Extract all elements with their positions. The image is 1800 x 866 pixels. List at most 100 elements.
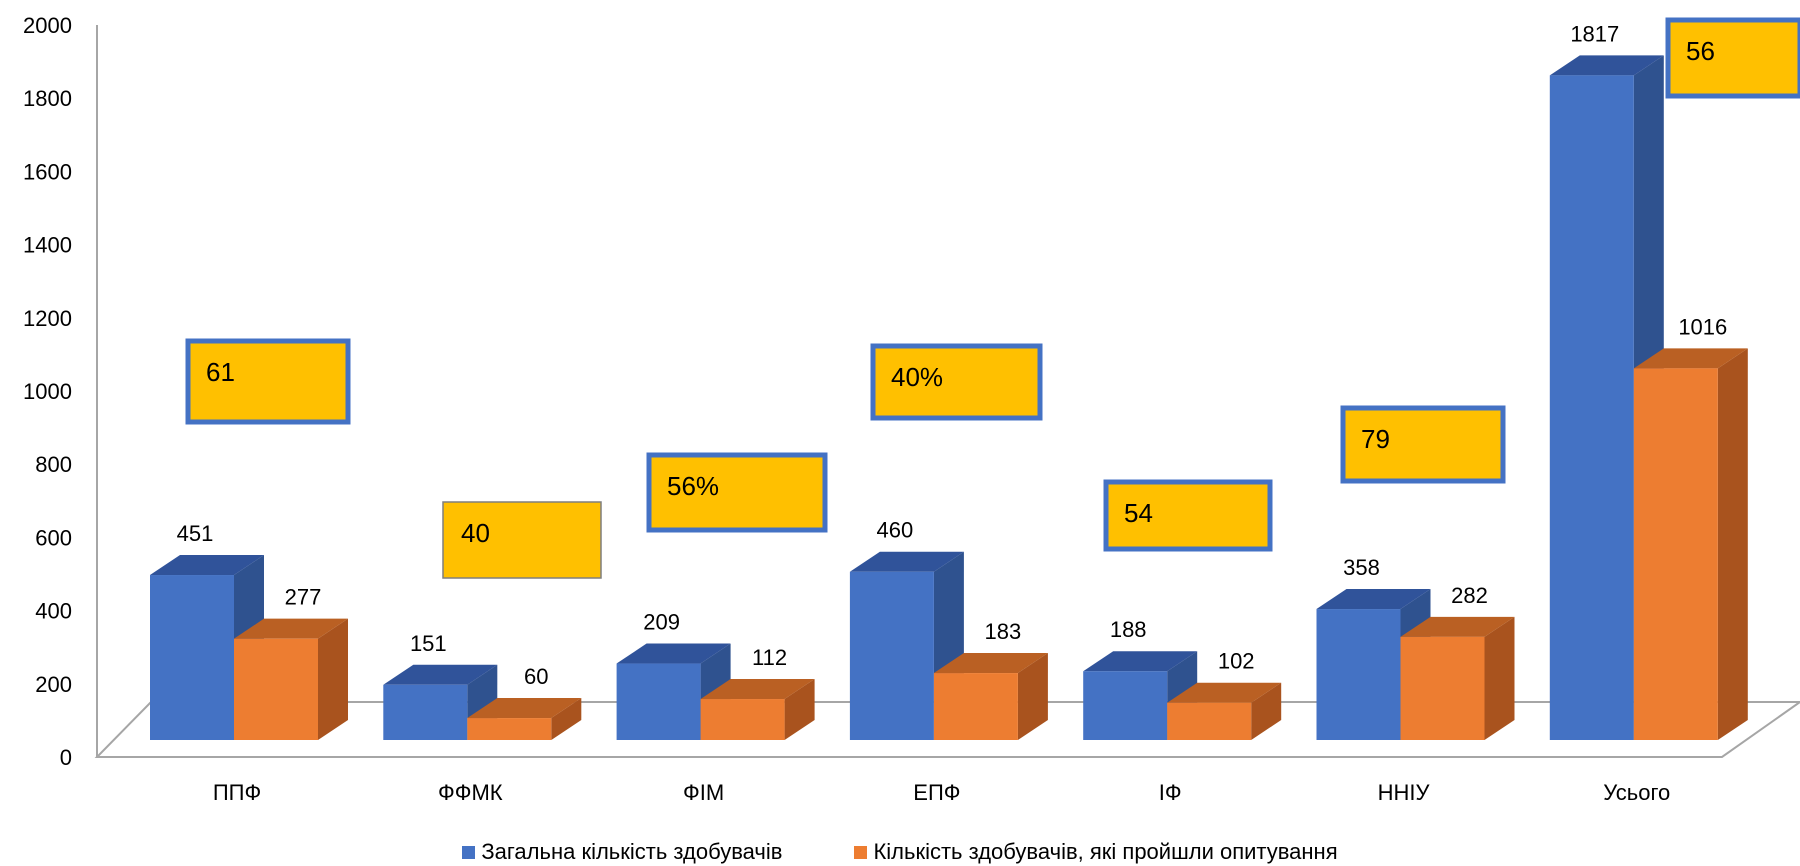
annotation-callout: 54	[1103, 479, 1273, 552]
annotation-callout: 40%	[870, 343, 1043, 421]
bar-top	[1083, 651, 1198, 672]
data-label: 460	[877, 518, 914, 543]
y-tick-label: 1000	[23, 379, 72, 404]
bar-front	[616, 663, 701, 740]
bar-top	[1316, 589, 1431, 610]
floor-outline	[94, 701, 1800, 758]
data-label: 60	[524, 664, 548, 689]
bar-surveyed-4	[1167, 682, 1282, 740]
y-tick-label: 1800	[23, 86, 72, 111]
bar-side	[551, 698, 582, 740]
callout-text: 56	[1686, 36, 1715, 66]
chart-floor	[94, 701, 1800, 758]
bar-side	[784, 679, 815, 740]
callout-text: 54	[1124, 498, 1153, 528]
data-label: 112	[752, 645, 787, 670]
bar-surveyed-6	[1633, 348, 1748, 740]
x-tick-label: ННІУ	[1378, 780, 1431, 805]
legend-label-series-2: Кількість здобувачів, які пройшли опитув…	[873, 839, 1338, 864]
data-label: 451	[177, 521, 214, 546]
legend-item-series-2: Кількість здобувачів, які пройшли опитув…	[854, 838, 1338, 866]
bar-front	[1083, 671, 1168, 740]
data-label: 358	[1343, 555, 1380, 580]
bar-top	[150, 555, 264, 576]
bar-front	[1633, 368, 1718, 740]
annotation-callouts: 61 40 56% 40% 54 79 56	[185, 17, 1800, 579]
bar-top	[849, 551, 964, 572]
x-tick-label: ІФ	[1159, 780, 1182, 805]
y-tick-label: 200	[35, 672, 72, 697]
data-label: 188	[1110, 617, 1147, 642]
callout-text: 56%	[667, 471, 719, 501]
x-tick-label: Усього	[1603, 780, 1670, 805]
callout-box	[1103, 479, 1273, 552]
bar-surveyed-3	[933, 653, 1048, 740]
x-tick-label: ФФМК	[438, 780, 503, 805]
legend-swatch-series-2	[854, 845, 868, 859]
bar-surveyed-0	[234, 618, 348, 740]
data-label: 282	[1451, 583, 1488, 608]
bar-top	[1633, 348, 1748, 369]
y-axis: 0 200 400 600 800 1000 1200 1400 1600 1800 2000	[23, 13, 98, 770]
bar-front	[849, 571, 934, 740]
callout-box	[185, 338, 351, 425]
bar-side	[318, 618, 348, 740]
x-tick-label: ППФ	[213, 780, 261, 805]
bar-top	[383, 664, 498, 685]
data-label: 183	[985, 619, 1022, 644]
bar-side	[1484, 616, 1515, 740]
bar-front	[1549, 75, 1634, 740]
data-labels: 451 277 151 60 209 112 460 183 188 102 358 282 1817 1…	[177, 21, 1728, 689]
data-label: 1817	[1570, 21, 1619, 46]
x-tick-label: ФІМ	[683, 780, 724, 805]
bar-front	[467, 718, 552, 740]
callout-text: 61	[206, 357, 235, 387]
x-tick-label: ЕПФ	[913, 780, 960, 805]
bar-front	[700, 699, 785, 740]
y-tick-label: 1400	[23, 233, 72, 258]
callout-text: 40%	[891, 362, 943, 392]
y-tick-label: 800	[35, 452, 72, 477]
data-label: 151	[410, 631, 447, 656]
legend-swatch-series-1	[462, 845, 476, 859]
bar-surveyed-1	[467, 698, 582, 740]
bar-surveyed-5	[1400, 616, 1515, 740]
callout-box	[442, 501, 602, 579]
callout-text: 40	[461, 518, 490, 548]
bar-front	[933, 673, 1018, 740]
bar-side	[1717, 348, 1748, 740]
bar-side	[1251, 682, 1282, 740]
bar-side	[1017, 653, 1048, 740]
y-tick-label: 1600	[23, 159, 72, 184]
bar-top	[1549, 55, 1664, 76]
y-tick-label: 400	[35, 599, 72, 624]
bar-total-6	[1549, 55, 1664, 740]
bar-front	[234, 638, 318, 740]
bar-top	[933, 653, 1048, 674]
bar-top	[700, 679, 815, 700]
annotation-callout: 79	[1340, 405, 1506, 484]
annotation-callout: 56	[1665, 17, 1800, 99]
callout-box	[1665, 17, 1800, 99]
x-axis: ППФ ФФМК ФІМ ЕПФ ІФ ННІУ Усього	[213, 780, 1670, 805]
legend: Загальна кількість здобувачів Кількість …	[0, 838, 1800, 866]
bar-top	[1400, 616, 1515, 637]
bar-top	[234, 618, 348, 639]
data-label: 102	[1218, 649, 1255, 674]
bar-front	[150, 575, 234, 740]
bar-front	[1316, 609, 1401, 740]
annotation-callout: 56%	[646, 452, 828, 533]
callout-box	[1340, 405, 1506, 484]
y-tick-label: 2000	[23, 13, 72, 38]
data-label: 1016	[1678, 314, 1727, 339]
data-label: 277	[285, 585, 322, 610]
y-tick-label: 600	[35, 525, 72, 550]
y-tick-label: 0	[60, 745, 72, 770]
callout-box	[870, 343, 1043, 421]
bar-top	[616, 643, 731, 664]
bar-front	[1167, 702, 1252, 740]
legend-label-series-1: Загальна кількість здобувачів	[481, 839, 783, 864]
annotation-callout: 40	[442, 501, 602, 579]
bar-top	[467, 698, 582, 719]
